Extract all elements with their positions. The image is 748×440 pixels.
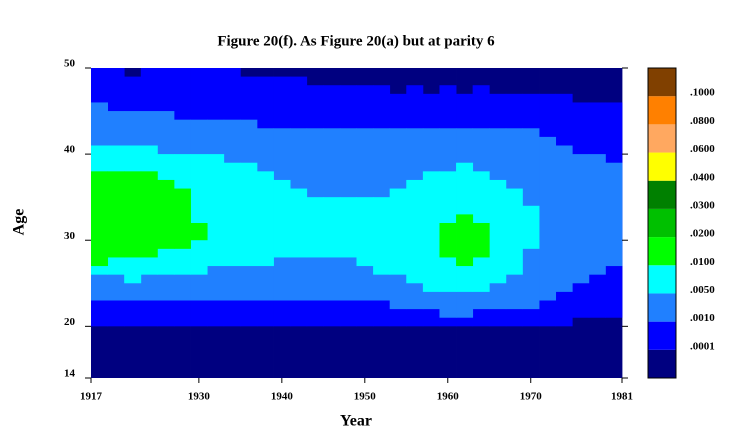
contour-cell <box>207 154 225 267</box>
contour-cell <box>555 145 573 292</box>
axes: 14 20 30 40 50 1917 1930 1940 1950 1960 1970 1981 <box>64 58 633 403</box>
legend-label: .1000 <box>690 87 715 99</box>
y-axis-label: Age <box>11 209 28 236</box>
y-tick-label: 20 <box>64 316 76 328</box>
contour-cell <box>190 154 208 275</box>
legend-label: .0300 <box>690 199 715 211</box>
contour-cell <box>406 179 424 284</box>
contour-cell <box>290 188 308 258</box>
legend-label: .0400 <box>690 171 715 183</box>
contour-cell <box>373 197 391 275</box>
contour-cell <box>422 171 440 292</box>
contour-cell <box>339 197 357 258</box>
contour-cell <box>306 197 324 258</box>
legend-frame <box>647 67 677 379</box>
contour-cell <box>522 205 540 249</box>
legend-swatch <box>648 293 676 322</box>
contour-cell <box>157 179 175 249</box>
legend-swatch <box>648 349 676 378</box>
contour-cell <box>173 188 191 249</box>
x-tick-label: 1960 <box>437 391 460 403</box>
legend-swatch <box>648 265 676 294</box>
x-tick-label: 1950 <box>354 391 377 403</box>
contour-cell <box>256 171 274 267</box>
legend-swatch <box>648 152 676 181</box>
contour-cell <box>588 154 606 275</box>
plot-area <box>91 68 623 378</box>
contour-cell <box>190 223 208 241</box>
legend-swatch <box>648 96 676 125</box>
y-tick-label: 14 <box>64 368 76 380</box>
legend-swatch <box>648 321 676 350</box>
legend-label: .0800 <box>690 115 715 127</box>
contour-cell <box>223 162 241 267</box>
y-tick-label: 50 <box>64 58 76 70</box>
contour-cell <box>91 171 108 267</box>
y-tick-label: 40 <box>64 144 76 156</box>
legend-label: .0100 <box>690 256 715 268</box>
y-tick-label: 30 <box>64 230 76 242</box>
contour-cell <box>472 223 490 258</box>
contour-cell <box>505 188 523 275</box>
x-tick-label: 1970 <box>520 391 543 403</box>
contour-cell <box>124 171 142 258</box>
contour-cell <box>273 179 291 258</box>
x-tick-label: 1940 <box>271 391 294 403</box>
x-axis-label: Year <box>340 413 372 430</box>
x-tick-label: 1981 <box>611 391 633 403</box>
contour-cell <box>323 197 341 258</box>
contour-cell <box>107 171 125 258</box>
legend-swatch <box>648 124 676 153</box>
legend-label: .0010 <box>690 312 715 324</box>
legend-swatch <box>648 180 676 209</box>
contour-cell <box>489 179 507 284</box>
legend-swatch <box>648 208 676 238</box>
legend: .0001 .0010 .0050 .0100 .0200 .0300 .0400 .0600… <box>647 67 715 379</box>
x-tick-label: 1917 <box>80 391 103 403</box>
legend-label: .0050 <box>690 284 715 296</box>
contour-cell <box>572 154 590 284</box>
contour-cell <box>539 136 557 301</box>
legend-label: .0001 <box>690 340 715 352</box>
x-tick-label: 1930 <box>188 391 211 403</box>
legend-label: .0200 <box>690 228 715 240</box>
contour-cell <box>240 162 258 267</box>
chart-title: Figure 20(f). As Figure 20(a) but at par… <box>217 33 495 49</box>
contour-cell <box>140 171 158 258</box>
legend-swatch <box>648 68 676 97</box>
contour-cell <box>356 197 374 267</box>
legend-swatch <box>648 237 676 266</box>
legend-label: .0600 <box>690 143 715 155</box>
contour-cell <box>456 214 474 267</box>
contour-cell <box>439 223 457 258</box>
contour-cell <box>605 162 623 267</box>
contour-cell <box>389 188 407 275</box>
